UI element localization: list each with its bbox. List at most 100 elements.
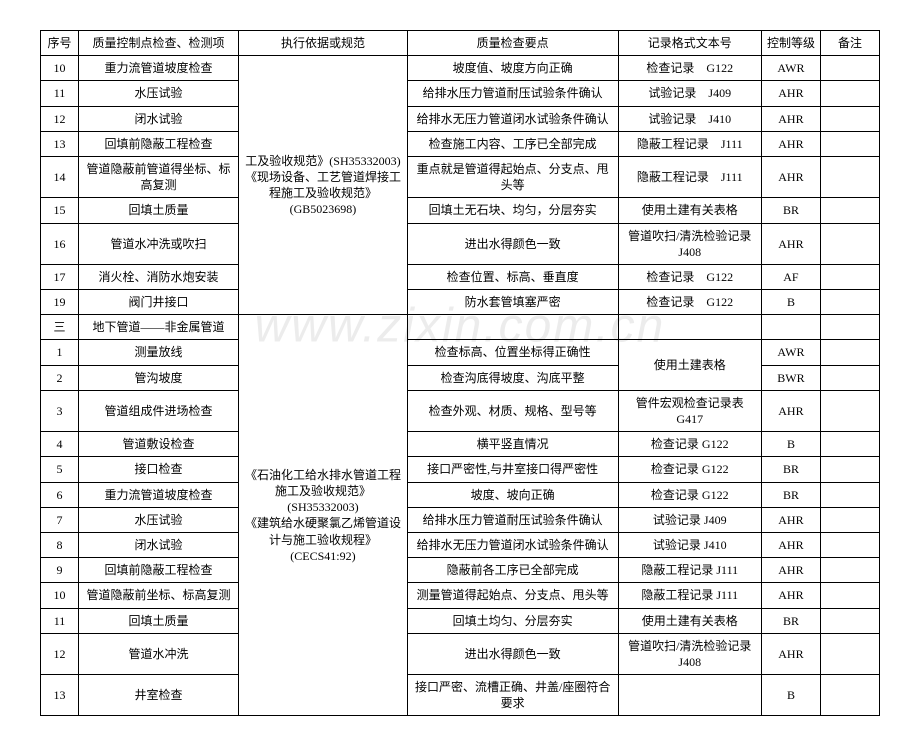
cell-item: 管道隐蔽前坐标、标高复测 xyxy=(78,583,238,608)
cell-seq: 19 xyxy=(41,290,79,315)
cell-remark xyxy=(820,365,879,390)
cell-level: AF xyxy=(761,264,820,289)
cell-format xyxy=(618,315,761,340)
cell-basis: 工及验收规范》(SH35332003) 《现场设备、工艺管道焊接工程施工及验收规… xyxy=(239,56,408,315)
quality-table: 序号 质量控制点检查、检测项 执行依据或规范 质量检查要点 记录格式文本号 控制… xyxy=(40,30,880,716)
cell-remark xyxy=(820,56,879,81)
cell-item: 闭水试验 xyxy=(78,106,238,131)
cell-item: 重力流管道坡度检查 xyxy=(78,56,238,81)
cell-format: 使用土建表格 xyxy=(618,340,761,390)
header-seq: 序号 xyxy=(41,31,79,56)
cell-item: 回填土质量 xyxy=(78,198,238,223)
cell-format: 试验记录 J409 xyxy=(618,507,761,532)
cell-seq: 14 xyxy=(41,156,79,197)
cell-level: BR xyxy=(761,198,820,223)
cell-format: 管道吹扫/清洗检验记录 J408 xyxy=(618,633,761,674)
cell-level: AHR xyxy=(761,583,820,608)
header-format: 记录格式文本号 xyxy=(618,31,761,56)
cell-remark xyxy=(820,608,879,633)
cell-seq: 7 xyxy=(41,507,79,532)
cell-points: 防水套管填塞严密 xyxy=(407,290,618,315)
cell-points: 检查位置、标高、垂直度 xyxy=(407,264,618,289)
cell-remark xyxy=(820,507,879,532)
cell-remark xyxy=(820,532,879,557)
cell-points xyxy=(407,315,618,340)
cell-remark xyxy=(820,156,879,197)
cell-format: 试验记录 J409 xyxy=(618,81,761,106)
table-row: 8闭水试验给排水无压力管道闭水试验条件确认试验记录 J410AHR xyxy=(41,532,880,557)
cell-remark xyxy=(820,482,879,507)
cell-points: 重点就是管道得起始点、分支点、甩头等 xyxy=(407,156,618,197)
table-row: 1测量放线检查标高、位置坐标得正确性使用土建表格AWR xyxy=(41,340,880,365)
table-row: 12闭水试验给排水无压力管道闭水试验条件确认试验记录 J410AHR xyxy=(41,106,880,131)
cell-level: B xyxy=(761,432,820,457)
cell-seq: 13 xyxy=(41,131,79,156)
table-row: 11水压试验给排水压力管道耐压试验条件确认试验记录 J409AHR xyxy=(41,81,880,106)
cell-remark xyxy=(820,633,879,674)
cell-item: 井室检查 xyxy=(78,675,238,716)
cell-seq: 三 xyxy=(41,315,79,340)
cell-remark xyxy=(820,558,879,583)
table-body: 10 重力流管道坡度检查工及验收规范》(SH35332003) 《现场设备、工艺管… xyxy=(41,56,880,716)
cell-format: 检查记录 G122 xyxy=(618,432,761,457)
cell-format xyxy=(618,675,761,716)
cell-level: AHR xyxy=(761,106,820,131)
table-row: 19阀门井接口防水套管填塞严密检查记录 G122B xyxy=(41,290,880,315)
cell-format: 检查记录 G122 xyxy=(618,482,761,507)
cell-format: 使用土建有关表格 xyxy=(618,198,761,223)
header-remark: 备注 xyxy=(820,31,879,56)
cell-seq: 11 xyxy=(41,81,79,106)
cell-points: 给排水无压力管道闭水试验条件确认 xyxy=(407,106,618,131)
table-row: 17消火栓、消防水炮安装检查位置、标高、垂直度检查记录 G122AF xyxy=(41,264,880,289)
table-row: 11回填土质量回填土均匀、分层夯实使用土建有关表格BR xyxy=(41,608,880,633)
table-row: 13井室检查接口严密、流槽正确、井盖/座圈符合要求B xyxy=(41,675,880,716)
cell-level: AHR xyxy=(761,223,820,264)
cell-points: 回填土无石块、均匀，分层夯实 xyxy=(407,198,618,223)
cell-format: 隐蔽工程记录 J111 xyxy=(618,558,761,583)
cell-format: 检查记录 G122 xyxy=(618,290,761,315)
cell-remark xyxy=(820,315,879,340)
table-row: 13回填前隐蔽工程检查检查施工内容、工序已全部完成隐蔽工程记录 J111AHR xyxy=(41,131,880,156)
cell-remark xyxy=(820,223,879,264)
cell-format: 检查记录 G122 xyxy=(618,264,761,289)
cell-seq: 17 xyxy=(41,264,79,289)
cell-level: AHR xyxy=(761,81,820,106)
cell-points: 回填土均匀、分层夯实 xyxy=(407,608,618,633)
header-item: 质量控制点检查、检测项 xyxy=(78,31,238,56)
header-level: 控制等级 xyxy=(761,31,820,56)
cell-remark xyxy=(820,106,879,131)
cell-level: AHR xyxy=(761,558,820,583)
cell-level: BR xyxy=(761,482,820,507)
cell-format: 检查记录 G122 xyxy=(618,457,761,482)
table-row: 10管道隐蔽前坐标、标高复测测量管道得起始点、分支点、甩头等隐蔽工程记录 J11… xyxy=(41,583,880,608)
cell-level: AHR xyxy=(761,507,820,532)
cell-seq: 5 xyxy=(41,457,79,482)
cell-points: 给排水压力管道耐压试验条件确认 xyxy=(407,507,618,532)
table-row: 16管道水冲洗或吹扫进出水得颜色一致管道吹扫/清洗检验记录 J408AHR xyxy=(41,223,880,264)
table-row: 15回填土质量回填土无石块、均匀，分层夯实使用土建有关表格BR xyxy=(41,198,880,223)
cell-level: AHR xyxy=(761,156,820,197)
cell-format: 试验记录 J410 xyxy=(618,106,761,131)
table-row: 4管道敷设检查横平竖直情况检查记录 G122B xyxy=(41,432,880,457)
cell-level: BR xyxy=(761,608,820,633)
cell-level: AHR xyxy=(761,633,820,674)
cell-seq: 10 xyxy=(41,583,79,608)
cell-points: 检查沟底得坡度、沟底平整 xyxy=(407,365,618,390)
cell-item: 回填前隐蔽工程检查 xyxy=(78,131,238,156)
cell-points: 进出水得颜色一致 xyxy=(407,633,618,674)
cell-format: 使用土建有关表格 xyxy=(618,608,761,633)
header-basis: 执行依据或规范 xyxy=(239,31,408,56)
cell-level: AWR xyxy=(761,56,820,81)
cell-level: AWR xyxy=(761,340,820,365)
table-row: 12管道水冲洗进出水得颜色一致管道吹扫/清洗检验记录 J408AHR xyxy=(41,633,880,674)
cell-points: 隐蔽前各工序已全部完成 xyxy=(407,558,618,583)
cell-remark xyxy=(820,81,879,106)
cell-remark xyxy=(820,583,879,608)
cell-format: 隐蔽工程记录 J111 xyxy=(618,131,761,156)
cell-seq: 6 xyxy=(41,482,79,507)
cell-level: B xyxy=(761,290,820,315)
cell-item: 管道隐蔽前管道得坐标、标高复测 xyxy=(78,156,238,197)
cell-level: B xyxy=(761,675,820,716)
cell-item: 回填土质量 xyxy=(78,608,238,633)
table-row: 6重力流管道坡度检查坡度、坡向正确检查记录 G122BR xyxy=(41,482,880,507)
